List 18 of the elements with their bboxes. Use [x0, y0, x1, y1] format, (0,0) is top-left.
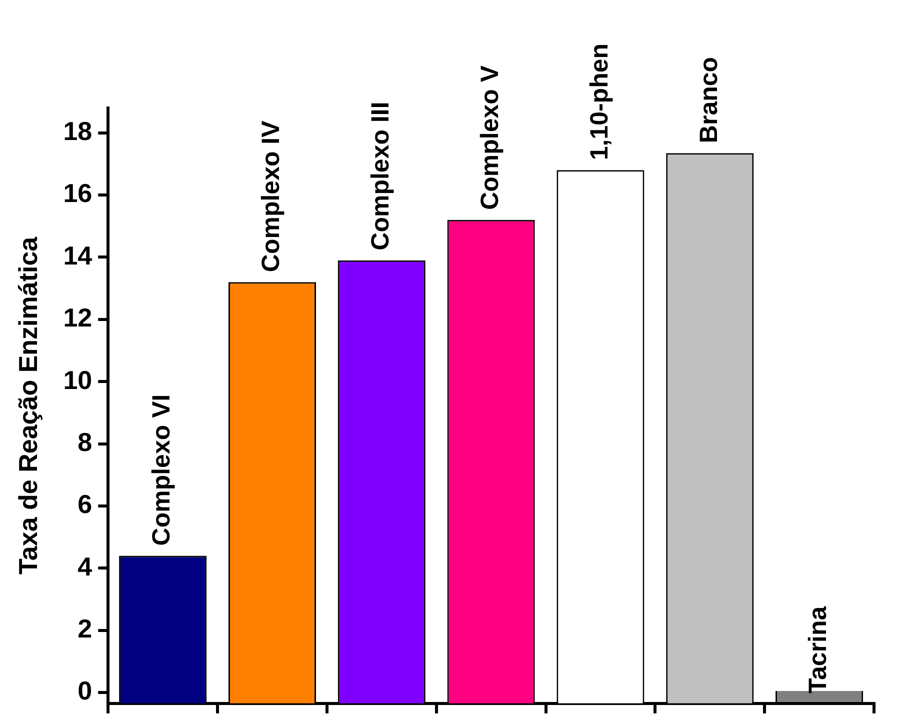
x-tick-label: Complexo V [476, 65, 504, 210]
y-tick-label: 18 [63, 116, 92, 146]
x-tick-label: Complexo III [366, 102, 395, 250]
y-tick-label: 16 [63, 178, 92, 208]
y-tick-label: 8 [78, 426, 92, 457]
y-tick-label: 4 [78, 551, 93, 582]
x-tick-label: 1,10-phen [585, 43, 614, 160]
y-tick-label: 12 [63, 302, 92, 333]
x-tick-label: Branco [694, 56, 723, 144]
x-tick-label: Tacrina [804, 605, 832, 694]
y-tick-label: 10 [63, 364, 92, 395]
x-tick-label: Complexo VI [148, 394, 176, 546]
y-tick-label: 0 [78, 676, 92, 706]
y-tick-label: 6 [78, 489, 92, 520]
y-tick-label: 14 [63, 240, 93, 270]
y-axis-title: Taxa de Reação Enzimática [12, 236, 43, 575]
y-tick-label: 2 [78, 614, 92, 644]
x-tick-label: Complexo IV [257, 120, 286, 272]
